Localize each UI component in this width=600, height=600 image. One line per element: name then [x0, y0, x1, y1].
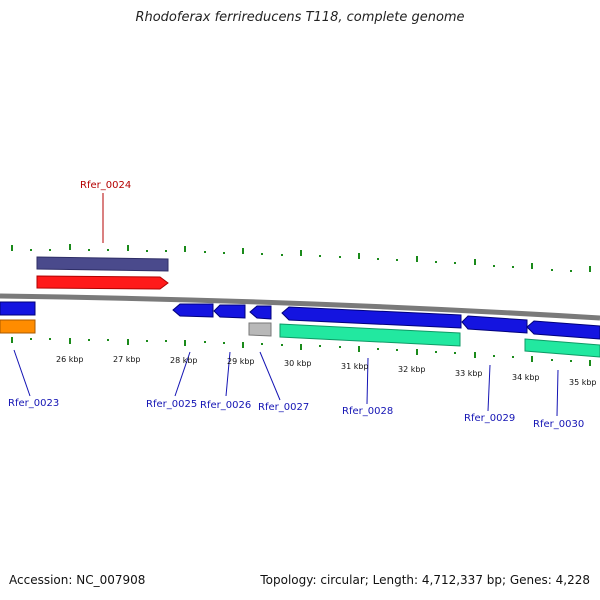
scale-labels: 26 kbp 27 kbp 28 kbp 29 kbp 30 kbp 31 kb… [56, 355, 597, 387]
leader-line-rfer-0023 [13, 349, 31, 397]
scale-label: 28 kbp [170, 356, 198, 365]
scale-label: 32 kbp [398, 365, 426, 374]
scale-label: 33 kbp [455, 369, 483, 378]
gene-label-rfer-0023[interactable]: Rfer_0023 [8, 398, 59, 409]
genome-backbone [0, 293, 600, 321]
gene-label-rfer-0027[interactable]: Rfer_0027 [258, 402, 309, 413]
scale-label: 35 kbp [569, 378, 597, 387]
leader-lines [13, 193, 559, 417]
leader-line-rfer-0028 [366, 357, 369, 405]
leader-line-rfer-0026 [225, 351, 231, 397]
leader-line-rfer-0030 [556, 369, 559, 417]
gene-arrow-rfer-0024[interactable] [36, 275, 169, 290]
upper-tick-row [11, 244, 591, 272]
gene-arrow-rfer-0029[interactable] [461, 315, 528, 334]
grey-feature[interactable] [248, 322, 272, 337]
gene-arrow-rfer-0025[interactable] [172, 303, 214, 318]
teal-feature[interactable] [279, 323, 461, 347]
gene-label-rfer-0026[interactable]: Rfer_0026 [200, 400, 251, 411]
scale-label: 27 kbp [113, 355, 141, 364]
scale-label: 30 kbp [284, 359, 312, 368]
scale-label: 34 kbp [512, 373, 540, 382]
scale-label: 29 kbp [227, 357, 255, 366]
gene-arrow-rfer-0023[interactable] [0, 301, 36, 316]
gene-labels: Rfer_0024 Rfer_0023 Rfer_0025 Rfer_0026 … [8, 180, 584, 430]
scale-label: 26 kbp [56, 355, 84, 364]
gene-label-rfer-0030[interactable]: Rfer_0030 [533, 419, 584, 430]
topology-text: Topology: circular; Length: 4,712,337 bp… [260, 573, 590, 587]
gene-label-rfer-0029[interactable]: Rfer_0029 [464, 413, 515, 424]
teal-feature[interactable] [524, 338, 600, 358]
lower-tick-row [11, 337, 591, 366]
leader-line-rfer-0025 [174, 351, 191, 397]
gene-label-rfer-0024[interactable]: Rfer_0024 [80, 180, 131, 191]
genome-title: Rhodoferax ferrireducens T118, complete … [135, 10, 465, 25]
leader-line-rfer-0027 [259, 351, 281, 401]
gene-arrow-rfer-0030[interactable] [526, 320, 600, 340]
gene-arrow-rfer-0026[interactable] [213, 304, 246, 319]
gene-label-rfer-0028[interactable]: Rfer_0028 [342, 406, 393, 417]
accession-text: Accession: NC_007908 [9, 573, 146, 587]
scale-label: 31 kbp [341, 362, 369, 371]
gene-arrow-rfer-0028[interactable] [281, 306, 462, 329]
leader-line-rfer-0029 [487, 364, 491, 412]
gene-label-rfer-0025[interactable]: Rfer_0025 [146, 399, 197, 410]
operon-bar[interactable] [36, 256, 169, 272]
gene-arrow-rfer-0027[interactable] [249, 305, 272, 320]
orange-feature[interactable] [0, 319, 36, 334]
